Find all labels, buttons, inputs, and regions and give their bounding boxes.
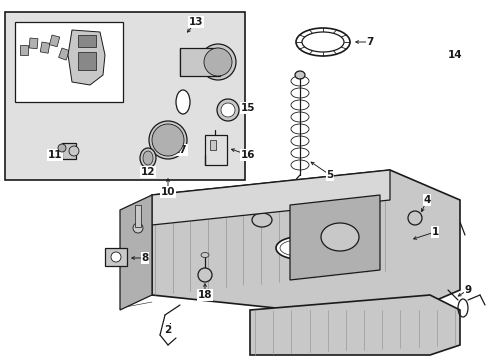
Ellipse shape: [152, 124, 183, 156]
Text: 11: 11: [48, 150, 62, 160]
Bar: [105, 248, 127, 266]
Text: 10: 10: [161, 187, 175, 197]
Ellipse shape: [302, 32, 343, 52]
Bar: [5, 12, 244, 180]
Text: 18: 18: [197, 290, 212, 300]
Text: 2: 2: [164, 325, 171, 335]
Bar: [49, 35, 60, 47]
Circle shape: [111, 252, 121, 262]
Text: 16: 16: [240, 150, 255, 160]
Bar: [15, 22, 123, 102]
Text: 3: 3: [370, 253, 378, 263]
Text: 12: 12: [141, 167, 155, 177]
Ellipse shape: [275, 237, 319, 259]
Bar: [20, 45, 28, 55]
Circle shape: [133, 223, 142, 233]
Text: 5: 5: [325, 170, 333, 180]
Ellipse shape: [142, 151, 153, 165]
Ellipse shape: [221, 103, 235, 117]
Text: 14: 14: [447, 50, 461, 60]
Text: 15: 15: [240, 103, 255, 113]
Ellipse shape: [201, 252, 208, 257]
Text: 6: 6: [339, 255, 346, 265]
Polygon shape: [152, 170, 459, 320]
Text: 7: 7: [366, 37, 373, 47]
Ellipse shape: [140, 148, 156, 168]
Ellipse shape: [176, 90, 190, 114]
Bar: [135, 205, 141, 227]
Bar: [78, 52, 96, 70]
Ellipse shape: [251, 213, 271, 227]
Polygon shape: [152, 170, 389, 225]
Bar: [209, 140, 216, 150]
Polygon shape: [249, 295, 459, 355]
Ellipse shape: [149, 121, 186, 159]
Ellipse shape: [217, 99, 239, 121]
Text: 9: 9: [464, 285, 470, 295]
Bar: [59, 48, 69, 60]
Text: 8: 8: [141, 253, 148, 263]
Ellipse shape: [294, 71, 305, 79]
Circle shape: [69, 146, 79, 156]
Text: 4: 4: [423, 195, 430, 205]
Text: 17: 17: [172, 145, 187, 155]
Circle shape: [198, 268, 212, 282]
Ellipse shape: [200, 44, 236, 80]
Bar: [78, 35, 96, 47]
Circle shape: [58, 144, 66, 152]
Polygon shape: [120, 195, 152, 310]
Polygon shape: [68, 30, 105, 85]
Bar: [62, 143, 76, 159]
Polygon shape: [289, 195, 379, 280]
Bar: [29, 38, 38, 49]
Ellipse shape: [320, 223, 358, 251]
Text: 13: 13: [188, 17, 203, 27]
Ellipse shape: [280, 240, 315, 256]
Bar: [40, 42, 50, 53]
Bar: [180, 48, 220, 76]
Text: 1: 1: [430, 227, 438, 237]
Bar: [204, 135, 226, 165]
Ellipse shape: [203, 48, 231, 76]
